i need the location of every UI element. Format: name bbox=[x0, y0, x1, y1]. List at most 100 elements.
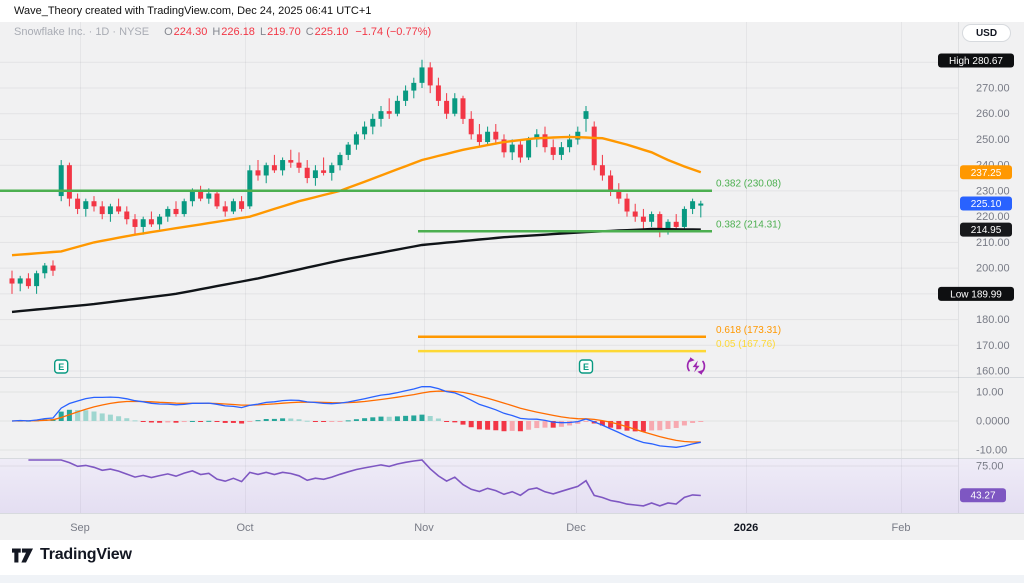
candle[interactable] bbox=[214, 193, 220, 207]
ma-orange-line[interactable] bbox=[11, 135, 702, 257]
candle[interactable] bbox=[116, 206, 122, 212]
candle[interactable] bbox=[599, 165, 605, 176]
rsi-line[interactable] bbox=[28, 459, 701, 507]
candle[interactable] bbox=[419, 67, 425, 83]
candle[interactable] bbox=[665, 221, 671, 230]
candle[interactable] bbox=[476, 134, 482, 143]
candle[interactable] bbox=[370, 118, 376, 127]
candle[interactable] bbox=[673, 221, 679, 227]
candle[interactable] bbox=[345, 144, 351, 155]
candle[interactable] bbox=[690, 201, 696, 209]
candle[interactable] bbox=[378, 111, 384, 119]
candle[interactable] bbox=[304, 167, 310, 179]
candle[interactable] bbox=[362, 126, 368, 135]
candle[interactable] bbox=[239, 201, 245, 209]
candle[interactable] bbox=[148, 219, 154, 225]
candle[interactable] bbox=[337, 154, 343, 166]
candle[interactable] bbox=[189, 190, 195, 202]
candle[interactable] bbox=[386, 111, 392, 114]
candle[interactable] bbox=[296, 162, 302, 168]
candle[interactable] bbox=[493, 131, 499, 140]
candle[interactable] bbox=[649, 214, 655, 222]
candle[interactable] bbox=[75, 198, 81, 209]
candle[interactable] bbox=[263, 165, 269, 176]
candle[interactable] bbox=[107, 206, 113, 215]
candle[interactable] bbox=[99, 206, 105, 215]
candle[interactable] bbox=[34, 273, 40, 287]
symbol-title[interactable]: Snowflake Inc. · 1D · NYSE bbox=[14, 26, 150, 38]
candle[interactable] bbox=[206, 193, 212, 199]
candle[interactable] bbox=[312, 170, 318, 179]
chart-canvas[interactable]: 0.382 (230.08) 0.382 (214.31) 0.618 (173.3… bbox=[0, 0, 1024, 540]
candle[interactable] bbox=[321, 170, 327, 173]
candle[interactable] bbox=[157, 216, 163, 225]
candle[interactable] bbox=[165, 208, 171, 217]
candle[interactable] bbox=[140, 219, 146, 227]
candle[interactable] bbox=[534, 134, 540, 140]
candle[interactable] bbox=[353, 134, 359, 145]
candle[interactable] bbox=[329, 165, 335, 173]
candle[interactable] bbox=[591, 126, 597, 166]
candle[interactable] bbox=[616, 190, 622, 199]
tradingview-footer[interactable]: TradingView bbox=[12, 546, 132, 564]
candle[interactable] bbox=[58, 165, 64, 197]
candle[interactable] bbox=[83, 201, 89, 209]
candle[interactable] bbox=[50, 265, 56, 271]
price-axis[interactable]: 270.00260.00250.00240.00230.00220.00210.… bbox=[938, 53, 1014, 378]
candle[interactable] bbox=[542, 134, 548, 148]
candle[interactable] bbox=[624, 198, 630, 212]
candle[interactable] bbox=[509, 144, 515, 153]
candle[interactable] bbox=[608, 175, 614, 191]
candle[interactable] bbox=[17, 278, 23, 284]
candle[interactable] bbox=[247, 170, 253, 207]
candle[interactable] bbox=[9, 278, 15, 284]
candle[interactable] bbox=[222, 206, 228, 212]
candle[interactable] bbox=[230, 201, 236, 212]
vertical-gridlines bbox=[80, 22, 902, 513]
candle[interactable] bbox=[452, 98, 458, 114]
candle[interactable] bbox=[25, 278, 31, 287]
fib-levels[interactable]: 0.382 (230.08) 0.382 (214.31) 0.618 (173.3… bbox=[0, 179, 781, 353]
candle[interactable] bbox=[427, 67, 433, 86]
earnings-marker-icon[interactable]: E bbox=[54, 359, 69, 374]
candle[interactable] bbox=[485, 131, 491, 143]
candle[interactable] bbox=[394, 100, 400, 114]
candle[interactable] bbox=[255, 170, 261, 176]
candle[interactable] bbox=[575, 131, 581, 140]
candle[interactable] bbox=[526, 139, 532, 158]
candle[interactable] bbox=[468, 118, 474, 135]
candle[interactable] bbox=[567, 139, 573, 148]
candle[interactable] bbox=[288, 160, 294, 163]
candle[interactable] bbox=[632, 211, 638, 217]
candle[interactable] bbox=[657, 214, 663, 230]
macd-line[interactable] bbox=[11, 385, 701, 448]
candle[interactable] bbox=[173, 208, 179, 215]
candle[interactable] bbox=[411, 82, 417, 91]
candle[interactable] bbox=[558, 147, 564, 155]
pattern-refresh-icon[interactable] bbox=[686, 357, 706, 375]
candle[interactable] bbox=[66, 165, 72, 199]
candles[interactable] bbox=[9, 59, 704, 294]
candle[interactable] bbox=[501, 139, 507, 153]
candle[interactable] bbox=[198, 190, 204, 199]
candle[interactable] bbox=[403, 90, 409, 101]
candle[interactable] bbox=[42, 265, 48, 274]
earnings-marker-icon[interactable]: E bbox=[578, 359, 594, 374]
candle[interactable] bbox=[124, 211, 130, 220]
candle[interactable] bbox=[681, 208, 687, 227]
candle[interactable] bbox=[181, 201, 187, 215]
currency-toggle-button[interactable]: USD bbox=[962, 24, 1011, 42]
candle[interactable] bbox=[132, 219, 138, 227]
candle[interactable] bbox=[460, 98, 466, 119]
candle[interactable] bbox=[517, 144, 523, 158]
candle[interactable] bbox=[698, 203, 704, 206]
candle[interactable] bbox=[91, 201, 97, 207]
candle[interactable] bbox=[583, 111, 589, 119]
candle[interactable] bbox=[280, 160, 286, 171]
candle[interactable] bbox=[640, 216, 646, 222]
candle[interactable] bbox=[271, 165, 277, 171]
candle[interactable] bbox=[550, 147, 556, 155]
candle[interactable] bbox=[444, 100, 450, 114]
time-axis[interactable]: Sep Oct Nov Dec 2026 Feb bbox=[70, 522, 910, 534]
candle[interactable] bbox=[435, 85, 441, 101]
